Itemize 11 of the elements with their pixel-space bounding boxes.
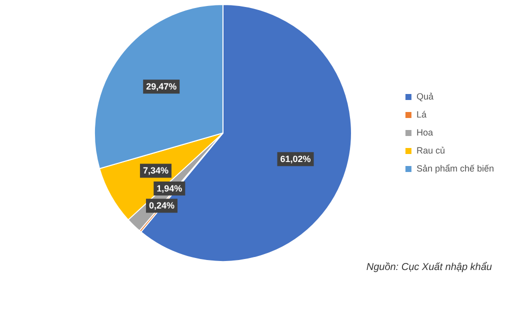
text: Nguồn: Cục Xuất nhập khẩu	[366, 262, 492, 273]
legend-label: Quả	[416, 91, 434, 102]
data-label: 0,24%	[148, 200, 175, 211]
data-label: 7,34%	[142, 166, 168, 176]
data-label: 61,02%	[280, 154, 311, 164]
legend-label: Hoa	[416, 127, 433, 138]
legend-label: Sản phẩm chế biến	[416, 163, 494, 174]
legend-label: Rau củ	[416, 145, 445, 156]
legend-label: Lá	[416, 109, 426, 120]
data-label: 29,47%	[146, 82, 177, 92]
data-label: 1,94%	[156, 183, 182, 194]
